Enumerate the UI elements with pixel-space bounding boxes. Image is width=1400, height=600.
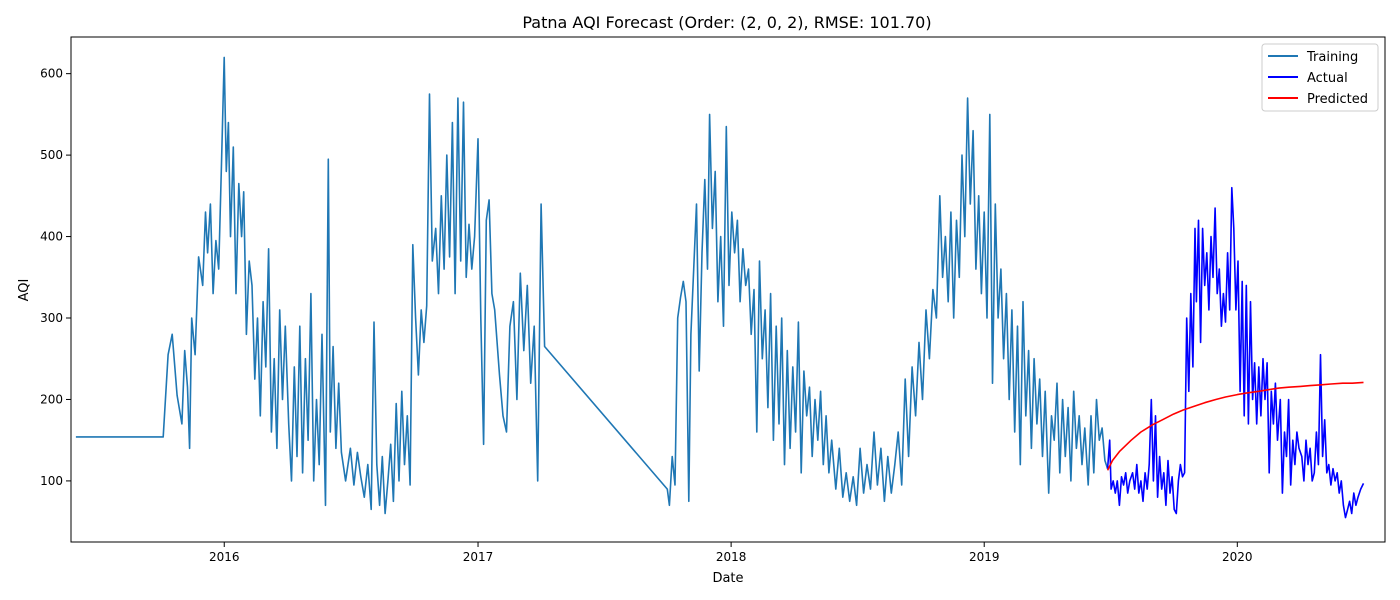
x-tick-label: 2020	[1222, 550, 1253, 564]
y-axis-label: AQI	[17, 279, 32, 302]
legend-box	[1261, 43, 1379, 112]
legend-label-training: Training	[1306, 50, 1358, 65]
legend-label-predicted: Predicted	[1307, 92, 1368, 107]
y-tick-label: 400	[40, 230, 63, 244]
legend: Training Actual Predicted	[1261, 43, 1379, 112]
x-axis-label: Date	[712, 571, 743, 586]
y-tick-label: 600	[40, 67, 63, 81]
x-tick-label: 2017	[463, 550, 494, 564]
chart-title: Patna AQI Forecast (Order: (2, 0, 2), RM…	[522, 13, 931, 32]
y-tick-label: 200	[40, 392, 63, 406]
plot-frame	[70, 36, 1386, 543]
y-axis: 100 200 300 400 500 600	[40, 67, 71, 488]
y-tick-label: 300	[40, 311, 63, 325]
series-layer	[75, 56, 1365, 519]
series-line-training	[75, 56, 1109, 515]
x-tick-label: 2018	[716, 550, 747, 564]
x-tick-label: 2016	[209, 550, 240, 564]
y-tick-label: 500	[40, 148, 63, 162]
x-axis: 2016 2017 2018 2019 2020	[209, 542, 1253, 564]
y-tick-label: 100	[40, 474, 63, 488]
series-line-actual	[1106, 186, 1365, 519]
x-tick-label: 2019	[969, 550, 1000, 564]
legend-label-actual: Actual	[1307, 71, 1348, 86]
series-line-predicted	[1106, 381, 1364, 471]
